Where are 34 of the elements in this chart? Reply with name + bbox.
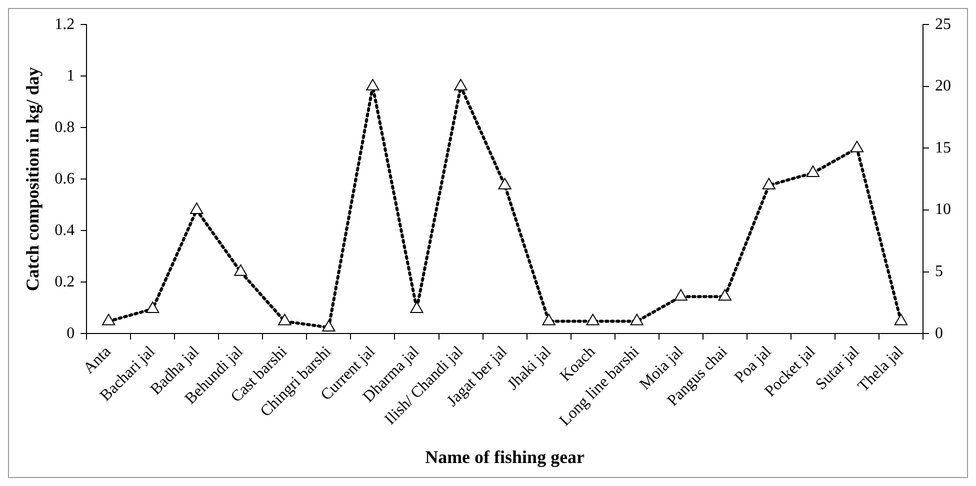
y2-tick-label: 15 [935,139,951,156]
point [498,178,512,190]
point [454,78,468,90]
point [718,289,732,301]
point [146,301,160,313]
y-tick-label: 0.6 [54,170,75,188]
y-tick-label: 1 [66,67,75,84]
point [674,289,688,301]
point [234,264,248,276]
point [102,314,116,326]
y2-tick-label: 0 [935,324,943,342]
y-tick-label: 0 [66,324,75,342]
point [762,178,776,190]
point [630,314,644,326]
y-tick-label: 1.2 [54,16,75,33]
y-tick-label: 0.2 [54,273,75,290]
y2-tick-label: 5 [935,263,943,280]
point [278,314,292,326]
x-axis-title: Name of fishing gear [425,446,585,467]
point [806,165,820,177]
point [322,320,336,332]
point [190,202,204,214]
y-tick-label: 0.4 [54,222,75,239]
point [850,140,864,152]
point [542,314,556,326]
point [366,78,380,90]
point [410,301,424,313]
point [894,314,908,326]
y2-tick-label: 20 [935,78,951,95]
y-tick-label: 0.8 [54,118,75,136]
y2-tick-label: 10 [935,201,951,218]
y-axis-title: Catch composition in kg/ day [22,67,42,292]
point [586,314,600,326]
y2-tick-label: 25 [935,16,951,33]
